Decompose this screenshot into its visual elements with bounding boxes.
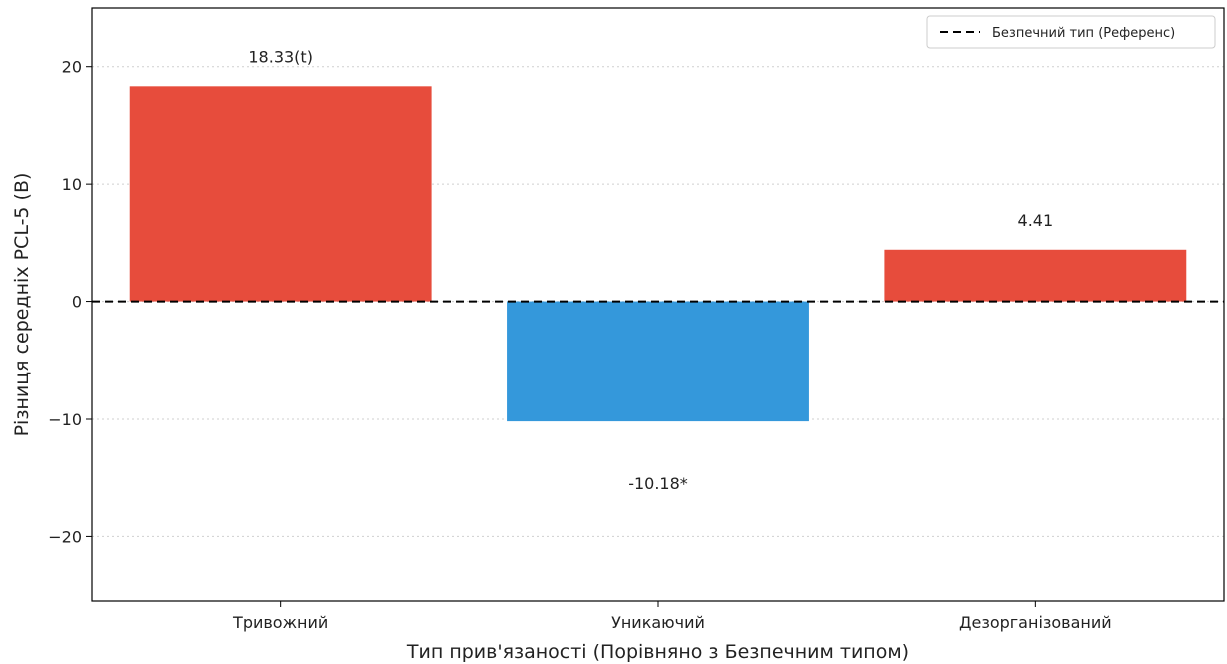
bar [507, 301, 809, 422]
data-label: 18.33(t) [248, 47, 313, 66]
legend-entry-label: Безпечний тип (Референс) [992, 26, 1175, 41]
y-tick-label: 10 [62, 175, 82, 194]
bar [884, 249, 1187, 302]
legend-box [926, 15, 1216, 49]
data-label: 4.41 [1018, 211, 1054, 230]
x-axis-title: Тип прив'язаності (Порівняно з Безпечним… [406, 641, 909, 663]
bars [129, 86, 1187, 422]
x-tick-label: Тривожний [232, 613, 328, 632]
x-tick-label: Дезорганізований [959, 613, 1112, 632]
y-tick-label: −10 [48, 410, 82, 429]
bar [129, 86, 432, 302]
y-axis-ticks: 20 10 0 −10 −20 [48, 58, 92, 546]
data-label: -10.18* [628, 474, 688, 493]
y-axis-title: Різниця середніх PCL-5 (B) [11, 173, 33, 437]
legend: Безпечний тип (Референс) [926, 15, 1216, 49]
y-tick-label: 20 [62, 58, 82, 77]
x-axis-ticks: Тривожний Уникаючий Дезорганізований [232, 601, 1112, 632]
data-labels: 18.33(t) -10.18* 4.41 [248, 47, 1053, 493]
y-tick-label: 0 [72, 293, 82, 312]
x-tick-label: Уникаючий [611, 613, 705, 632]
y-tick-label: −20 [48, 527, 82, 546]
